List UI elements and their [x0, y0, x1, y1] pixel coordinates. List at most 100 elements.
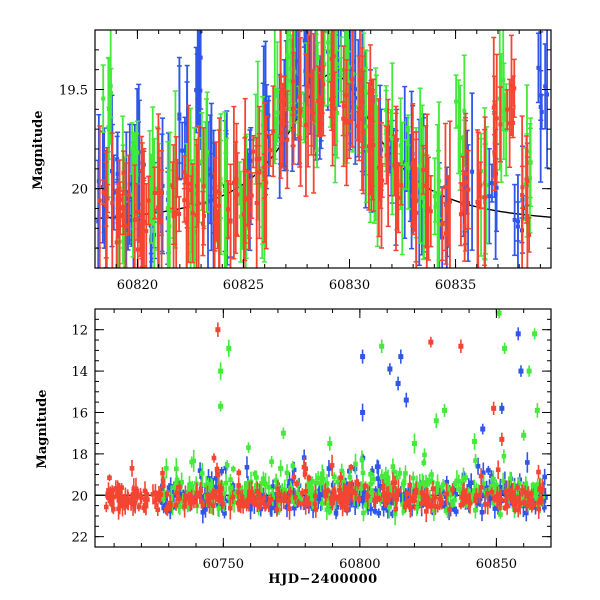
bottom-data-point [176, 496, 182, 502]
top-data-point [394, 182, 399, 187]
bottom-data-point [177, 484, 182, 490]
top-data-point [231, 180, 236, 185]
bottom-data-point [393, 506, 399, 512]
top-data-point [426, 206, 431, 211]
bottom-data-point [462, 499, 467, 505]
bottom-data-point [463, 475, 469, 480]
top-data-point [520, 193, 525, 198]
top-data-point [420, 150, 425, 155]
bottom-data-point [269, 491, 275, 497]
bottom-data-point [426, 478, 432, 483]
bottom-data-point [252, 471, 258, 477]
bottom-data-point [522, 490, 528, 495]
top-data-point [396, 195, 401, 200]
bottom-data-point [407, 482, 413, 488]
bottom-y-tick-label: 16 [71, 406, 88, 421]
top-data-point [182, 198, 187, 203]
bottom-data-point [156, 492, 162, 498]
bottom-plot-area [95, 309, 551, 526]
top-data-point [543, 84, 548, 89]
top-data-point [355, 124, 360, 129]
bottom-data-point [262, 480, 267, 486]
bottom-data-point [450, 502, 455, 507]
top-data-point [347, 118, 352, 123]
top-data-point [466, 187, 471, 192]
bottom-data-point [315, 496, 321, 502]
bottom-data-point [231, 499, 237, 505]
top-data-point [184, 220, 189, 225]
bottom-data-point [205, 498, 211, 504]
bottom-y-tick-label: 18 [71, 448, 88, 463]
bottom-data-point [191, 489, 196, 495]
top-data-point [328, 78, 333, 83]
bottom-data-point [241, 500, 246, 505]
top-data-point [132, 161, 137, 166]
bottom-outlier-point [526, 368, 532, 374]
bottom-data-point [525, 460, 530, 465]
bottom-data-point [390, 480, 396, 486]
bottom-outlier-point [218, 403, 224, 409]
bottom-data-point [189, 498, 195, 503]
top-data-point [226, 207, 231, 212]
top-x-tick-label: 60820 [117, 278, 158, 293]
top-data-point [370, 137, 375, 142]
bottom-data-point [335, 479, 340, 485]
bottom-data-point [269, 459, 274, 464]
top-data-point [149, 196, 154, 201]
top-data-point [339, 21, 343, 25]
top-data-point [257, 170, 262, 175]
bottom-data-point [371, 476, 377, 482]
bottom-data-point [276, 497, 281, 503]
bottom-data-point [199, 471, 205, 476]
bottom-data-point [529, 505, 535, 511]
top-data-point [141, 219, 146, 224]
bottom-data-point [504, 503, 510, 509]
bottom-data-point [313, 507, 319, 512]
top-data-point [101, 96, 106, 101]
bottom-data-point [164, 466, 169, 471]
bottom-data-point [306, 492, 312, 498]
top-data-point [498, 122, 503, 127]
bottom-data-point [276, 501, 282, 507]
bottom-data-point [266, 501, 271, 506]
top-data-point [302, 38, 307, 43]
top-data-point [127, 182, 132, 187]
bottom-data-point [374, 495, 380, 501]
bottom-data-point [312, 493, 318, 499]
top-data-point [462, 108, 467, 113]
bottom-data-point [415, 492, 421, 498]
top-data-point [491, 105, 496, 110]
bottom-data-point [536, 506, 542, 512]
bottom-data-point [246, 445, 251, 450]
top-data-point [132, 217, 137, 222]
bottom-data-point [254, 502, 260, 508]
top-data-point [144, 229, 149, 234]
top-data-point [393, 179, 398, 184]
top-data-point [511, 89, 516, 94]
bottom-outlier-point [534, 407, 540, 413]
bottom-data-point [535, 482, 540, 487]
top-data-point [266, 134, 271, 139]
top-data-point [309, 109, 314, 114]
top-data-point [386, 160, 391, 165]
bottom-data-point [154, 497, 159, 502]
top-data-point [446, 208, 451, 213]
bottom-outlier-point [360, 354, 366, 360]
top-data-point [487, 194, 492, 199]
top-data-point [194, 213, 199, 218]
bottom-data-point [322, 492, 328, 497]
bottom-data-point [197, 468, 203, 473]
bottom-data-point [213, 494, 218, 500]
bottom-data-point [372, 508, 378, 514]
bottom-data-point [228, 487, 234, 492]
bottom-data-point [376, 492, 381, 498]
top-data-point [285, 55, 290, 60]
top-data-point [339, 67, 344, 72]
bottom-outlier-point [215, 472, 221, 478]
top-data-point [306, 83, 311, 88]
bottom-data-point [493, 495, 499, 501]
bottom-outlier-point [532, 331, 538, 337]
top-data-point [507, 121, 512, 126]
bottom-data-point [109, 491, 115, 496]
bottom-data-point [344, 506, 350, 512]
